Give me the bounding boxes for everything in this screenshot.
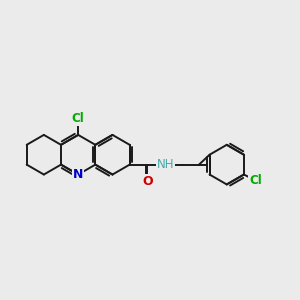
Text: NH: NH [157, 158, 174, 171]
Text: Cl: Cl [72, 112, 85, 124]
Text: O: O [142, 175, 153, 188]
Text: Cl: Cl [249, 174, 262, 187]
Text: N: N [73, 168, 83, 181]
